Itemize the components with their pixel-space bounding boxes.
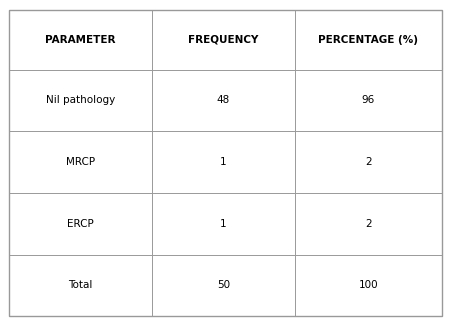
Text: 2: 2 [365, 157, 372, 167]
Text: 50: 50 [217, 280, 230, 290]
Text: 1: 1 [220, 157, 227, 167]
Text: 96: 96 [362, 96, 375, 105]
Text: 100: 100 [359, 280, 378, 290]
Text: FREQUENCY: FREQUENCY [188, 35, 258, 45]
Text: 2: 2 [365, 219, 372, 229]
Text: MRCP: MRCP [66, 157, 95, 167]
Text: 1: 1 [220, 219, 227, 229]
Text: ERCP: ERCP [67, 219, 94, 229]
Text: PERCENTAGE (%): PERCENTAGE (%) [318, 35, 419, 45]
Text: Nil pathology: Nil pathology [46, 96, 115, 105]
Text: Total: Total [68, 280, 92, 290]
Text: PARAMETER: PARAMETER [45, 35, 116, 45]
Text: 48: 48 [217, 96, 230, 105]
